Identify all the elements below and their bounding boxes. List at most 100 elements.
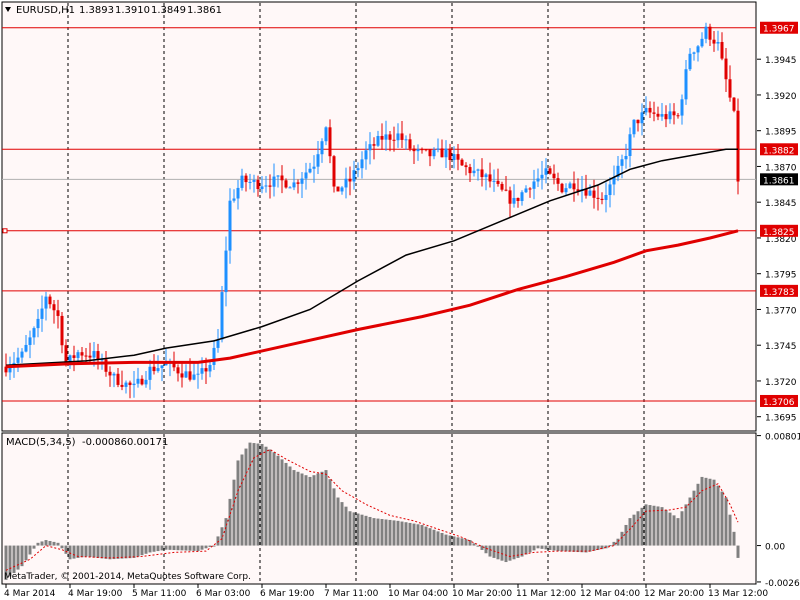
- macd-histogram-bar: [596, 545, 600, 550]
- macd-histogram-bar: [400, 521, 404, 546]
- candle-body: [104, 359, 108, 372]
- candle-body: [80, 352, 84, 356]
- macd-histogram-bar: [144, 545, 148, 554]
- macd-histogram-bar: [328, 479, 332, 546]
- candle-body: [32, 328, 36, 338]
- macd-signal-value: 0.00171: [127, 437, 168, 448]
- candle-body: [380, 135, 384, 140]
- macd-histogram-bar: [44, 540, 48, 546]
- candle-body: [204, 368, 208, 372]
- macd-histogram-bar: [616, 538, 620, 546]
- macd-histogram-bar: [252, 443, 256, 546]
- candle-body: [616, 165, 620, 178]
- macd-histogram-bar: [640, 507, 644, 546]
- macd-histogram-bar: [704, 477, 708, 546]
- price-plot-area[interactable]: [1, 1, 757, 432]
- macd-histogram-bar: [424, 526, 428, 546]
- candle-body: [664, 114, 668, 120]
- macd-histogram-bar: [156, 545, 160, 552]
- macd-histogram-bar: [460, 538, 464, 546]
- candle-body: [520, 192, 524, 202]
- candle-body: [24, 344, 28, 352]
- symbol-dropdown-triangle-icon[interactable]: [5, 7, 11, 12]
- macd-histogram-bar: [552, 545, 556, 551]
- price-axis: 1.3945 1.3920 1.3895 1.3870 1.3845 1.3820 1.37…: [757, 21, 800, 589]
- copyright-notice: MetaTrader, © 2001-2014, MetaQuotes Soft…: [4, 572, 251, 582]
- candle-body: [684, 69, 688, 100]
- candle-body: [384, 134, 388, 140]
- candle-body: [148, 366, 152, 380]
- candle-body: [540, 174, 544, 179]
- macd-histogram-bar: [684, 504, 688, 546]
- candle-body: [20, 351, 24, 358]
- candle-body: [228, 200, 232, 251]
- macd-histogram-bar: [164, 545, 168, 550]
- candle-body: [468, 167, 472, 174]
- macd-histogram-bar: [176, 545, 180, 551]
- time-tick-label: 4 Mar 19:00: [68, 589, 123, 599]
- macd-histogram-bar: [284, 462, 288, 546]
- macd-histogram-bar: [224, 518, 228, 546]
- ohlc-close: 1.3861: [187, 5, 222, 16]
- price-tick-label: 1.3745: [765, 342, 797, 352]
- macd-histogram-bar: [512, 545, 516, 560]
- macd-histogram-bar: [444, 534, 448, 546]
- macd-tick-label: -0.00265: [765, 579, 800, 589]
- macd-histogram-bar: [472, 543, 476, 546]
- macd-histogram-bar: [64, 545, 68, 554]
- candle-body: [120, 384, 124, 387]
- candle-body: [52, 304, 56, 311]
- macd-histogram-bar: [316, 473, 320, 546]
- day-separator-grid: [67, 3, 645, 583]
- macd-histogram-bar: [504, 545, 508, 563]
- candle-body: [632, 119, 636, 135]
- candle-body: [732, 97, 736, 111]
- candle-body: [88, 355, 92, 358]
- macd-histogram-bar: [56, 542, 60, 546]
- candle-body: [604, 195, 608, 200]
- candle-body: [424, 149, 428, 151]
- candle-body: [508, 190, 512, 204]
- macd-histogram-bar: [700, 476, 704, 546]
- time-tick-label: 5 Mar 11:00: [132, 589, 187, 599]
- macd-histogram-bar: [236, 460, 240, 546]
- macd-histogram-bar: [36, 542, 40, 546]
- macd-tick-label: 0.00801: [765, 433, 800, 443]
- candle-body: [492, 180, 496, 182]
- candle-body: [416, 149, 420, 152]
- candle-body: [152, 366, 156, 372]
- price-tick-label: 1.3720: [765, 378, 797, 388]
- candle-body: [68, 355, 72, 364]
- macd-histogram-bar: [228, 498, 232, 546]
- macd-histogram-bar: [108, 545, 112, 560]
- macd-histogram-bar: [352, 512, 356, 546]
- macd-histogram-bar: [100, 545, 104, 559]
- candle-body: [264, 185, 268, 187]
- macd-histogram-bar: [248, 442, 252, 546]
- macd-histogram-bar: [404, 522, 408, 546]
- candle-body: [720, 41, 724, 59]
- candle-body: [332, 156, 336, 187]
- macd-plot-area[interactable]: [1, 432, 757, 585]
- macd-histogram-bar: [320, 471, 324, 546]
- candle-body: [180, 373, 184, 378]
- macd-histogram-bar: [532, 545, 536, 551]
- macd-histogram-bar: [688, 497, 692, 546]
- candle-body: [72, 355, 76, 358]
- candle-body: [184, 371, 188, 378]
- candle-body: [464, 165, 468, 168]
- macd-histogram-bar: [724, 497, 728, 546]
- candle-body: [224, 250, 228, 293]
- candle-body: [188, 371, 192, 380]
- macd-histogram-bar: [436, 531, 440, 546]
- candle-body: [232, 198, 236, 201]
- candle-body: [440, 148, 444, 158]
- candle-body: [284, 180, 288, 188]
- candle-body: [96, 351, 100, 360]
- candle-body: [348, 178, 352, 182]
- macd-histogram-bar: [348, 511, 352, 546]
- candle-body: [124, 382, 128, 387]
- price-tick-label: 1.3770: [765, 306, 797, 316]
- candle-body: [336, 186, 340, 192]
- candle-body: [496, 180, 500, 184]
